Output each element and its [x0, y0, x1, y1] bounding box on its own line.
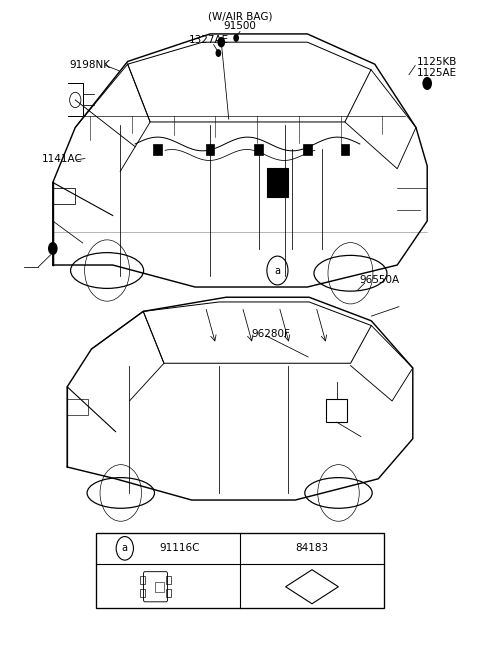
Text: 91500: 91500: [224, 21, 256, 31]
Bar: [254, 143, 263, 155]
Text: 91116C: 91116C: [159, 544, 200, 553]
Bar: [140, 576, 145, 584]
Bar: [166, 590, 171, 597]
Text: 9198NK: 9198NK: [70, 60, 111, 71]
Bar: [153, 143, 162, 155]
Text: 1327AE: 1327AE: [189, 35, 229, 45]
Bar: [67, 399, 88, 415]
Bar: [206, 143, 215, 155]
Bar: [303, 143, 312, 155]
Text: 1125KB: 1125KB: [417, 56, 457, 67]
Bar: [96, 533, 384, 608]
Bar: [340, 143, 349, 155]
Bar: [166, 576, 171, 584]
Circle shape: [422, 77, 432, 90]
Bar: [140, 590, 145, 597]
Circle shape: [48, 242, 58, 255]
Text: (W/AIR BAG): (W/AIR BAG): [208, 11, 272, 22]
Text: a: a: [122, 544, 128, 553]
Circle shape: [216, 49, 221, 57]
Text: 84183: 84183: [295, 544, 329, 553]
Bar: [326, 399, 348, 422]
Text: 96550A: 96550A: [359, 275, 399, 286]
Circle shape: [233, 34, 239, 42]
Bar: [53, 188, 75, 204]
Text: 1141AC: 1141AC: [42, 153, 83, 164]
Text: a: a: [275, 265, 280, 276]
Text: 96280F: 96280F: [252, 329, 290, 339]
Bar: [267, 168, 288, 197]
Text: 1125AE: 1125AE: [417, 67, 457, 78]
Circle shape: [217, 37, 225, 47]
Bar: [155, 582, 164, 592]
